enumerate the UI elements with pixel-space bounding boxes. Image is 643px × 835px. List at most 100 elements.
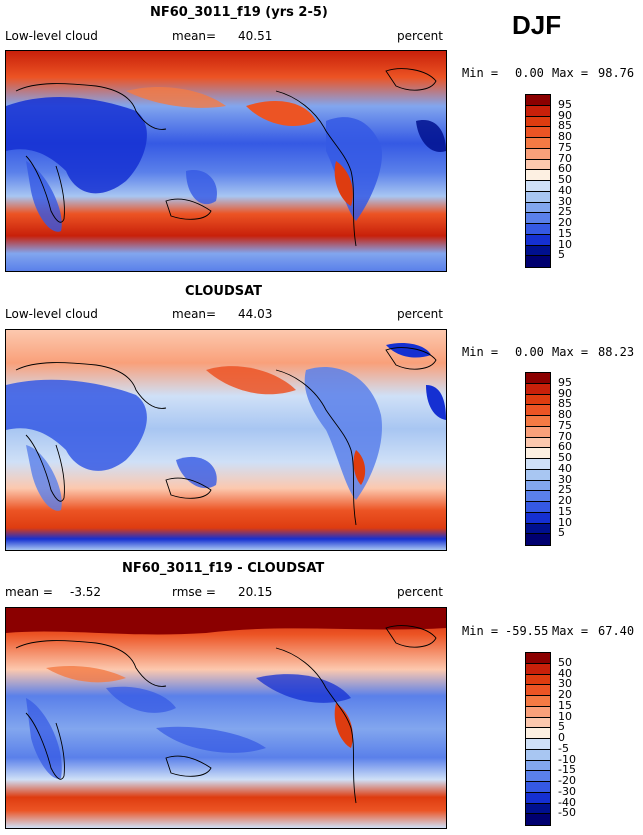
colorbar-swatch <box>526 170 550 181</box>
colorbar-swatch <box>526 191 550 203</box>
panel2-min-label: Min = <box>462 345 499 359</box>
colorbar-tick-label: 30 <box>558 677 572 691</box>
panel3-contour-field <box>6 608 446 828</box>
colorbar-tick-label: 5 <box>558 720 565 734</box>
panel3-max-label: Max = <box>552 624 589 638</box>
colorbar-swatch <box>526 245 550 257</box>
colorbar-tick-label: -30 <box>558 784 576 798</box>
colorbar-tick-label: 30 <box>558 472 572 486</box>
colorbar-tick-label: 10 <box>558 709 572 723</box>
panel1-max-value: 98.76 <box>598 66 635 80</box>
panel1-min-label: Min = <box>462 66 499 80</box>
panel2-colorbar <box>525 372 551 546</box>
colorbar-swatch <box>526 213 550 224</box>
panel3-rmse-label: rmse = <box>172 585 216 599</box>
panel2-units: percent <box>397 307 443 321</box>
panel2-mean-value: 44.03 <box>238 307 273 321</box>
colorbar-tick-label: 60 <box>558 162 572 176</box>
colorbar-tick-label: 90 <box>558 386 572 400</box>
panel1-mean-value: 40.51 <box>238 29 273 43</box>
colorbar-tick-label: 15 <box>558 504 572 518</box>
colorbar-swatch <box>526 448 550 459</box>
colorbar-swatch <box>526 771 550 782</box>
colorbar-tick-label: 95 <box>558 97 572 111</box>
colorbar-swatch <box>526 437 550 449</box>
colorbar-swatch <box>526 256 550 267</box>
colorbar-tick-label: 15 <box>558 226 572 240</box>
colorbar-swatch <box>526 95 550 106</box>
panel2-title: CLOUDSAT <box>185 284 263 299</box>
colorbar-swatch <box>526 685 550 696</box>
colorbar-tick-label: 70 <box>558 429 572 443</box>
colorbar-swatch <box>526 202 550 214</box>
colorbar-swatch <box>526 416 550 427</box>
colorbar-swatch <box>526 116 550 128</box>
panel3-title: NF60_3011_f19 - CLOUDSAT <box>122 561 325 576</box>
panel3-rmse-value: 20.15 <box>238 585 273 599</box>
colorbar-swatch <box>526 534 550 545</box>
panel2-coastlines <box>15 347 437 526</box>
colorbar-swatch <box>526 674 550 686</box>
panel2-min-value: 0.00 <box>515 345 544 359</box>
colorbar-tick-label: 70 <box>558 151 572 165</box>
colorbar-swatch <box>526 523 550 535</box>
colorbar-swatch <box>526 394 550 406</box>
colorbar-tick-label: 40 <box>558 666 572 680</box>
panel1-title: NF60_3011_f19 (yrs 2-5) <box>150 5 328 20</box>
colorbar-swatch <box>526 127 550 138</box>
panel3-mean-label: mean = <box>5 585 53 599</box>
colorbar-swatch <box>526 696 550 707</box>
colorbar-tick-label: 95 <box>558 375 572 389</box>
panel2-contour-field <box>6 330 446 550</box>
colorbar-tick-label: 25 <box>558 205 572 219</box>
colorbar-swatch <box>526 148 550 160</box>
colorbar-swatch <box>526 105 550 117</box>
colorbar-swatch <box>526 373 550 384</box>
colorbar-tick-label: 10 <box>558 515 572 529</box>
panel1-coastlines <box>15 68 437 247</box>
colorbar-swatch <box>526 749 550 761</box>
colorbar-swatch <box>526 181 550 192</box>
colorbar-swatch <box>526 480 550 492</box>
panel3-min-value: -59.55 <box>505 624 549 638</box>
colorbar-swatch <box>526 426 550 438</box>
panel3-min-label: Min = <box>462 624 499 638</box>
colorbar-swatch <box>526 234 550 246</box>
colorbar-tick-label: 90 <box>558 108 572 122</box>
panel1-colorbar <box>525 94 551 268</box>
colorbar-swatch <box>526 459 550 470</box>
colorbar-tick-label: 0 <box>558 731 565 744</box>
panel3-max-value: 67.40 <box>598 624 635 638</box>
colorbar-swatch <box>526 739 550 750</box>
colorbar-tick-label: 5 <box>558 248 565 262</box>
panel3-map <box>5 607 447 829</box>
colorbar-tick-label: 85 <box>558 397 572 411</box>
panel1-variable-label: Low-level cloud <box>5 29 98 43</box>
colorbar-swatch <box>526 663 550 675</box>
colorbar-swatch <box>526 760 550 772</box>
colorbar-tick-label: 75 <box>558 140 572 154</box>
colorbar-swatch <box>526 138 550 149</box>
colorbar-tick-label: 75 <box>558 418 572 432</box>
colorbar-tick-label: -5 <box>558 741 569 755</box>
colorbar-tick-label: 40 <box>558 183 572 197</box>
colorbar-swatch <box>526 706 550 718</box>
colorbar-tick-label: 85 <box>558 119 572 133</box>
colorbar-tick-label: -10 <box>558 752 576 766</box>
colorbar-tick-label: -15 <box>558 763 576 777</box>
colorbar-swatch <box>526 469 550 481</box>
panel1-max-label: Max = <box>552 66 589 80</box>
colorbar-swatch <box>526 405 550 416</box>
colorbar-tick-label: 10 <box>558 237 572 251</box>
colorbar-tick-label: 5 <box>558 526 565 540</box>
colorbar-tick-label: 40 <box>558 461 572 475</box>
panel1-min-value: 0.00 <box>515 66 544 80</box>
colorbar-swatch <box>526 491 550 502</box>
colorbar-swatch <box>526 224 550 235</box>
panel3-units: percent <box>397 585 443 599</box>
colorbar-tick-label: -40 <box>558 795 576 809</box>
colorbar-tick-label: 20 <box>558 688 572 701</box>
colorbar-swatch <box>526 653 550 664</box>
colorbar-swatch <box>526 814 550 825</box>
colorbar-swatch <box>526 159 550 171</box>
